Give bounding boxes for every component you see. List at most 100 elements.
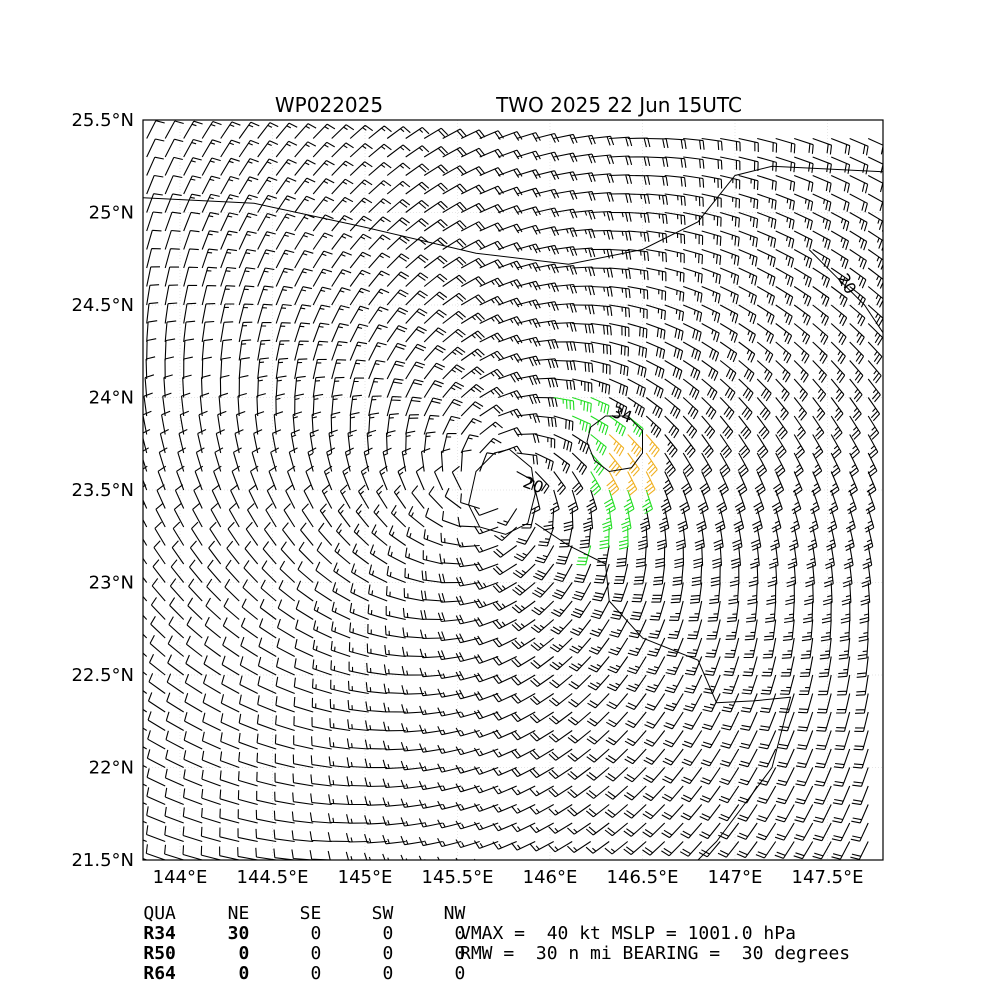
wind-barb [288, 447, 298, 472]
plot-frame [142, 119, 884, 861]
wind-barb [646, 137, 669, 149]
wind-barb [820, 619, 832, 642]
wind-barb [200, 374, 211, 398]
wind-barb [275, 715, 295, 732]
wind-barb [701, 230, 722, 246]
wind-barb [743, 637, 758, 659]
wind-barb [644, 711, 666, 729]
wind-barb [830, 304, 848, 327]
wind-barb [256, 714, 277, 732]
contour-20-north [143, 165, 883, 265]
wind-barb [823, 563, 834, 588]
wind-barb [296, 580, 314, 602]
wind-barb [660, 489, 672, 515]
wind-barb [382, 778, 406, 789]
wind-barb [297, 561, 314, 583]
wind-barb [442, 310, 466, 324]
wind-barb [379, 465, 388, 491]
wind-barb [611, 582, 629, 602]
wind-barb [775, 174, 796, 192]
wind-barb [830, 452, 841, 478]
wind-barb [442, 183, 467, 195]
wind-barb [511, 656, 536, 668]
row-value: 0 [382, 943, 394, 964]
wind-barb [418, 855, 443, 860]
wind-barb [238, 285, 255, 306]
wind-barb [405, 254, 429, 269]
wind-barb [262, 541, 277, 565]
wind-barb [849, 212, 868, 232]
wind-barb [275, 303, 292, 324]
wind-barb [247, 503, 259, 528]
wind-barb [753, 489, 765, 515]
wind-barb [863, 526, 874, 551]
wind-barb [183, 338, 195, 361]
wind-barb [568, 656, 592, 672]
wind-barb [171, 540, 185, 565]
wind-barb [794, 785, 814, 805]
wind-barb [455, 652, 480, 663]
wind-barb [405, 308, 428, 324]
wind-barb [441, 511, 462, 528]
wind-barb [191, 521, 203, 546]
wind-barb [385, 430, 396, 454]
wind-barb [687, 619, 703, 640]
wind-barb [146, 248, 161, 269]
wind-barb [679, 841, 703, 857]
wind-barb [346, 776, 369, 787]
wind-barb [405, 272, 429, 287]
wind-barb [756, 804, 777, 823]
wind-barb [797, 711, 814, 732]
wind-barb [682, 452, 694, 477]
wind-barb [442, 432, 457, 454]
wind-barb [627, 637, 647, 657]
wind-barb [608, 434, 625, 457]
wind-barb [192, 502, 203, 528]
wind-barb [386, 289, 409, 306]
y-tick-label: 22°N [89, 758, 134, 779]
wind-barb [624, 748, 647, 765]
wind-barb [516, 206, 541, 217]
wind-barb [349, 602, 369, 621]
wind-barb [455, 576, 480, 587]
wind-barb [549, 637, 573, 653]
wind-barb [411, 485, 425, 509]
wind-barb [530, 619, 555, 634]
wind-barb [423, 309, 447, 324]
wind-barb [220, 713, 240, 732]
wind-barb [146, 749, 166, 768]
wind-barb [327, 850, 351, 860]
wind-barb [717, 471, 729, 496]
wind-barb [442, 128, 467, 139]
wind-barb [382, 834, 406, 845]
wind-barb [368, 359, 386, 380]
wind-barb [270, 447, 280, 472]
wind-barb [793, 378, 808, 402]
wind-barb [586, 730, 610, 745]
wind-barb [460, 294, 486, 306]
wind-barb [312, 340, 329, 361]
wind-barb [701, 193, 722, 208]
wind-barb [383, 664, 406, 676]
wind-barb [609, 211, 632, 222]
wind-barb [585, 841, 610, 854]
wind-barb [806, 545, 817, 570]
wind-barb [291, 811, 314, 824]
wind-barb [442, 238, 467, 250]
wind-barb [740, 693, 758, 713]
wind-barb [456, 537, 480, 548]
wind-barb [183, 320, 196, 343]
wind-barb [849, 286, 866, 308]
wind-barb [492, 785, 517, 795]
wind-barb [237, 771, 258, 787]
row-value: 0 [310, 963, 322, 984]
wind-barb [257, 140, 279, 158]
wind-barb [535, 396, 558, 407]
wind-barb [670, 582, 684, 604]
wind-barb [349, 305, 370, 324]
wind-barb [842, 563, 853, 588]
wind-barb [237, 809, 258, 824]
wind-barb [498, 260, 523, 271]
wind-barb [312, 358, 327, 380]
wind-barb [494, 526, 518, 542]
